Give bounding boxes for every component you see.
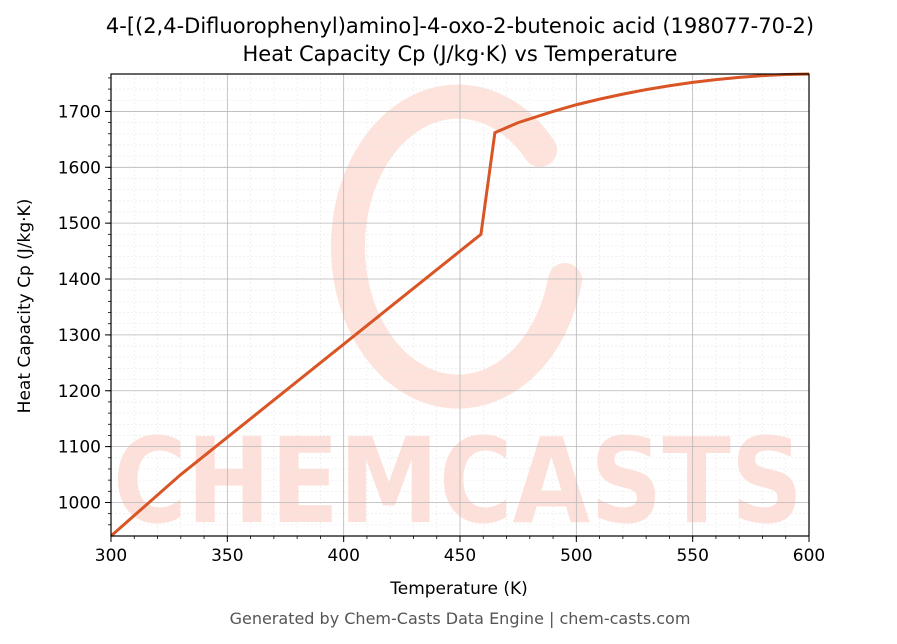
y-tick-label: 1700	[58, 102, 101, 122]
watermark-text: CHEMCASTS	[113, 412, 803, 550]
watermark-logo-arc	[330, 84, 582, 409]
x-tick-label: 550	[676, 546, 708, 566]
axis-ticks	[105, 77, 810, 542]
y-tick-label: 1400	[58, 270, 101, 290]
y-tick-label: 1100	[58, 438, 101, 458]
y-tick-label: 1600	[58, 158, 101, 178]
x-tick-label: 600	[793, 546, 825, 566]
x-tick-label: 450	[444, 546, 476, 566]
x-axis-label: Temperature (K)	[389, 579, 528, 599]
grid-major	[110, 74, 810, 536]
chart-title: 4-[(2,4-Difluorophenyl)amino]-4-oxo-2-bu…	[106, 14, 814, 38]
x-tick-label: 300	[95, 546, 127, 566]
y-tick-label: 1500	[58, 214, 101, 234]
footer-credit: Generated by Chem-Casts Data Engine | ch…	[230, 609, 691, 628]
y-axis-label: Heat Capacity Cp (J/kg·K)	[15, 199, 35, 414]
x-tick-label: 350	[211, 546, 243, 566]
x-tick-label: 500	[560, 546, 592, 566]
chart-subtitle: Heat Capacity Cp (J/kg·K) vs Temperature	[243, 42, 678, 66]
series-line	[110, 72, 810, 538]
x-tick-label: 400	[327, 546, 359, 566]
y-tick-label: 1200	[58, 382, 101, 402]
tick-labels: 300 350 400 450 500 550 600 1000 1100 1200 1300 140…	[58, 102, 825, 566]
y-tick-label: 1300	[58, 326, 101, 346]
watermark: CHEMCASTS	[113, 84, 803, 550]
y-tick-label: 1000	[58, 493, 101, 513]
